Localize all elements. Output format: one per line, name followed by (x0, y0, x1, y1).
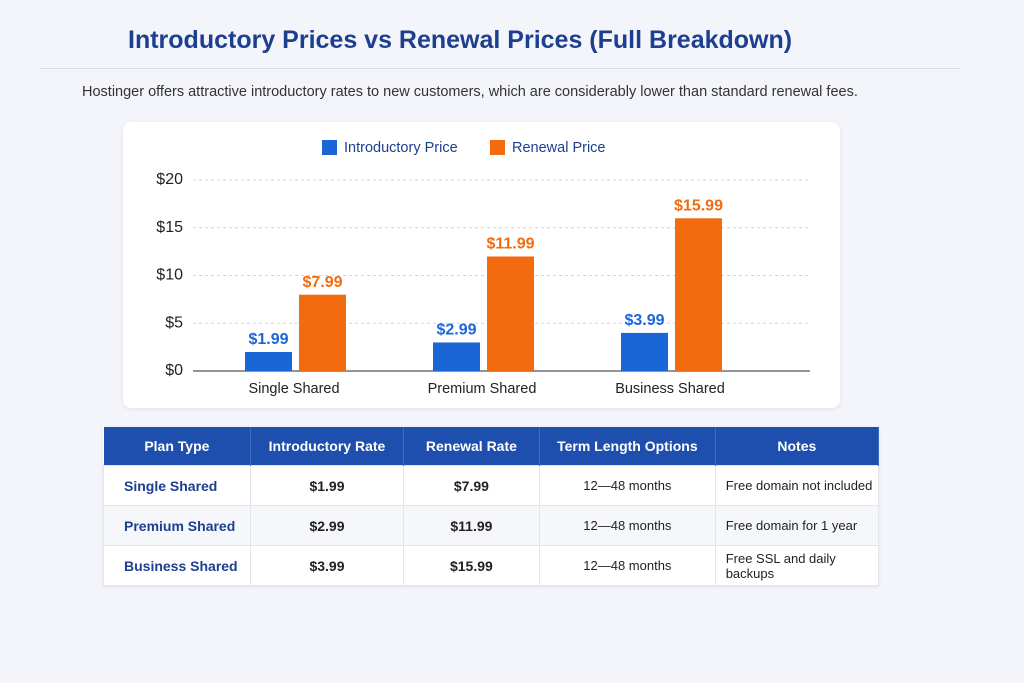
legend-swatch (322, 140, 337, 155)
table-cell: Free domain for 1 year (714, 505, 880, 546)
bar (299, 294, 346, 371)
subtitle: Hostinger offers attractive introductory… (82, 84, 858, 100)
table-cell: $1.99 (250, 465, 404, 506)
table-cell: $7.99 (402, 465, 541, 506)
page-title: Introductory Prices vs Renewal Prices (F… (128, 26, 793, 54)
table-cell: $3.99 (250, 545, 404, 586)
y-tick-label: $10 (156, 267, 183, 284)
column-header: Term Length Options (539, 427, 716, 466)
column-header: Introductory Rate (250, 427, 404, 466)
table-cell: 12—48 months (539, 465, 716, 506)
bar (245, 351, 292, 371)
table-cell: 12—48 months (539, 505, 716, 546)
value-label: $3.99 (624, 312, 664, 329)
x-tick-label: Premium Shared (428, 381, 537, 397)
y-tick-label: $5 (165, 314, 183, 331)
table-cell: Free SSL and daily backups (714, 545, 880, 586)
legend-label: Renewal Price (512, 140, 606, 156)
table-row: Premium Shared $2.99 $11.99 12—48 months Fre… (102, 505, 880, 546)
table-row: Business Shared $3.99 $15.99 12—48 months Fr… (102, 545, 880, 586)
bar (487, 256, 534, 371)
table-cell: $11.99 (402, 505, 541, 546)
table-cell: Premium Shared (102, 505, 252, 546)
column-header: Plan Type (103, 427, 252, 466)
y-tick-label: $0 (165, 362, 183, 379)
y-tick-label: $15 (156, 219, 183, 236)
bar (621, 332, 668, 371)
value-label: $15.99 (674, 198, 723, 215)
divider (40, 68, 960, 69)
value-label: $1.99 (248, 331, 288, 348)
legend-swatch (490, 140, 505, 155)
y-tick-label: $20 (156, 171, 183, 188)
bar (433, 342, 480, 371)
x-tick-label: Business Shared (615, 381, 725, 397)
table-cell: $2.99 (250, 505, 404, 546)
header-row: Plan Type Introductory Rate Renewal Rate Te… (103, 427, 880, 466)
table-cell: 12—48 months (539, 545, 716, 586)
column-header: Notes (715, 427, 880, 466)
value-label: $11.99 (486, 236, 534, 253)
table-cell: $15.99 (402, 545, 541, 586)
value-label: $7.99 (302, 274, 342, 291)
table-cell: Single Shared (102, 465, 252, 506)
table-row: Single Shared $1.99 $7.99 12—48 months Free … (102, 465, 880, 506)
x-tick-label: Single Shared (248, 381, 339, 397)
legend-label: Introductory Price (344, 140, 458, 156)
price-table: Plan Type Introductory Rate Renewal Rate Te… (102, 427, 880, 586)
table-cell: Business Shared (102, 545, 252, 586)
bar (675, 218, 722, 371)
column-header: Renewal Rate (403, 427, 541, 466)
value-label: $2.99 (436, 322, 476, 339)
table-cell: Free domain not included (714, 465, 880, 506)
